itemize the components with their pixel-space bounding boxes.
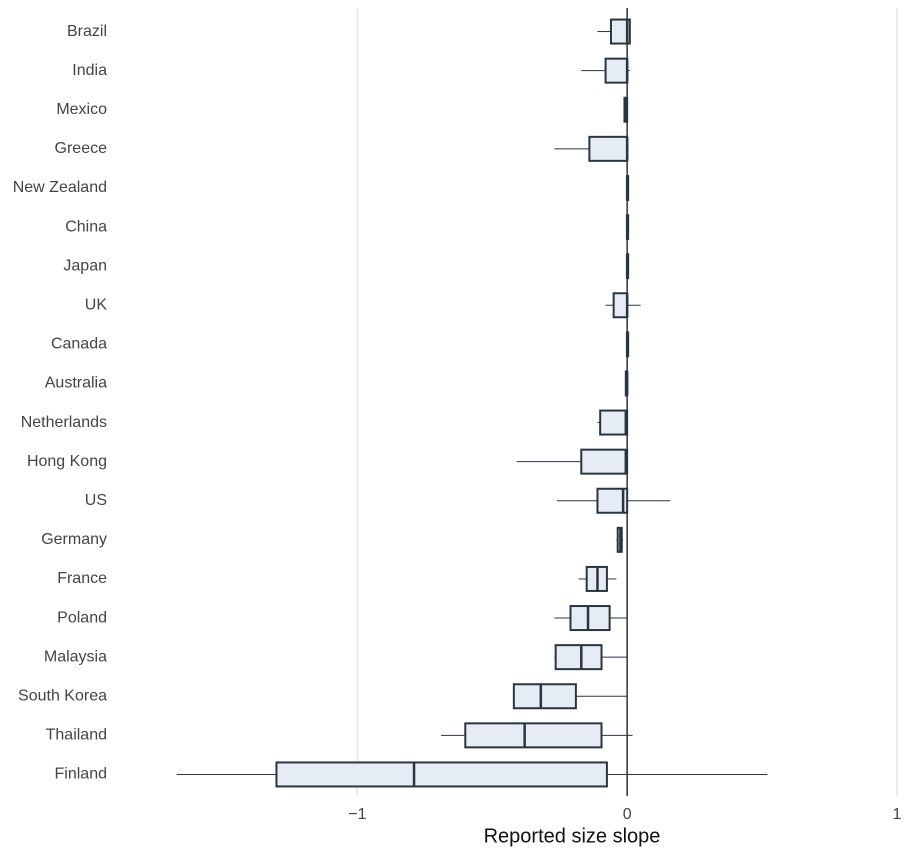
box <box>599 409 629 436</box>
y-tick-label: Finland <box>55 766 107 783</box>
box <box>464 722 603 749</box>
y-tick-label: Hong Kong <box>27 453 107 470</box>
y-tick-label: South Korea <box>18 687 107 704</box>
y-tick-label: Japan <box>63 257 107 274</box>
box <box>554 644 603 671</box>
y-tick-label: France <box>57 570 107 587</box>
box <box>612 292 629 319</box>
y-tick-label: US <box>85 492 107 509</box>
box <box>609 18 631 45</box>
y-tick-label: Germany <box>41 531 107 548</box>
y-tick-label: Mexico <box>56 101 107 118</box>
y-tick-label: Canada <box>51 336 107 353</box>
y-tick-label: China <box>65 218 107 235</box>
y-tick-label: Poland <box>57 609 107 626</box>
x-tick-label: 1 <box>892 806 901 823</box>
y-tick-label: Brazil <box>67 23 107 40</box>
x-tick-label: −1 <box>348 806 366 823</box>
box <box>580 448 629 475</box>
x-tick-label: 0 <box>623 806 632 823</box>
x-axis-title: Reported size slope <box>484 825 661 847</box>
y-tick-label: Thailand <box>46 727 107 744</box>
y-tick-label: Malaysia <box>44 648 107 665</box>
box <box>604 57 629 84</box>
y-tick-label: India <box>72 62 107 79</box>
box <box>588 135 629 162</box>
box <box>569 605 611 632</box>
y-tick-label: New Zealand <box>13 179 107 196</box>
box <box>512 683 577 710</box>
y-tick-label: UK <box>85 296 108 313</box>
y-tick-label: Netherlands <box>21 414 107 431</box>
y-tick-label: Australia <box>45 375 107 392</box>
y-tick-label: Greece <box>55 140 108 157</box>
box <box>275 761 608 788</box>
